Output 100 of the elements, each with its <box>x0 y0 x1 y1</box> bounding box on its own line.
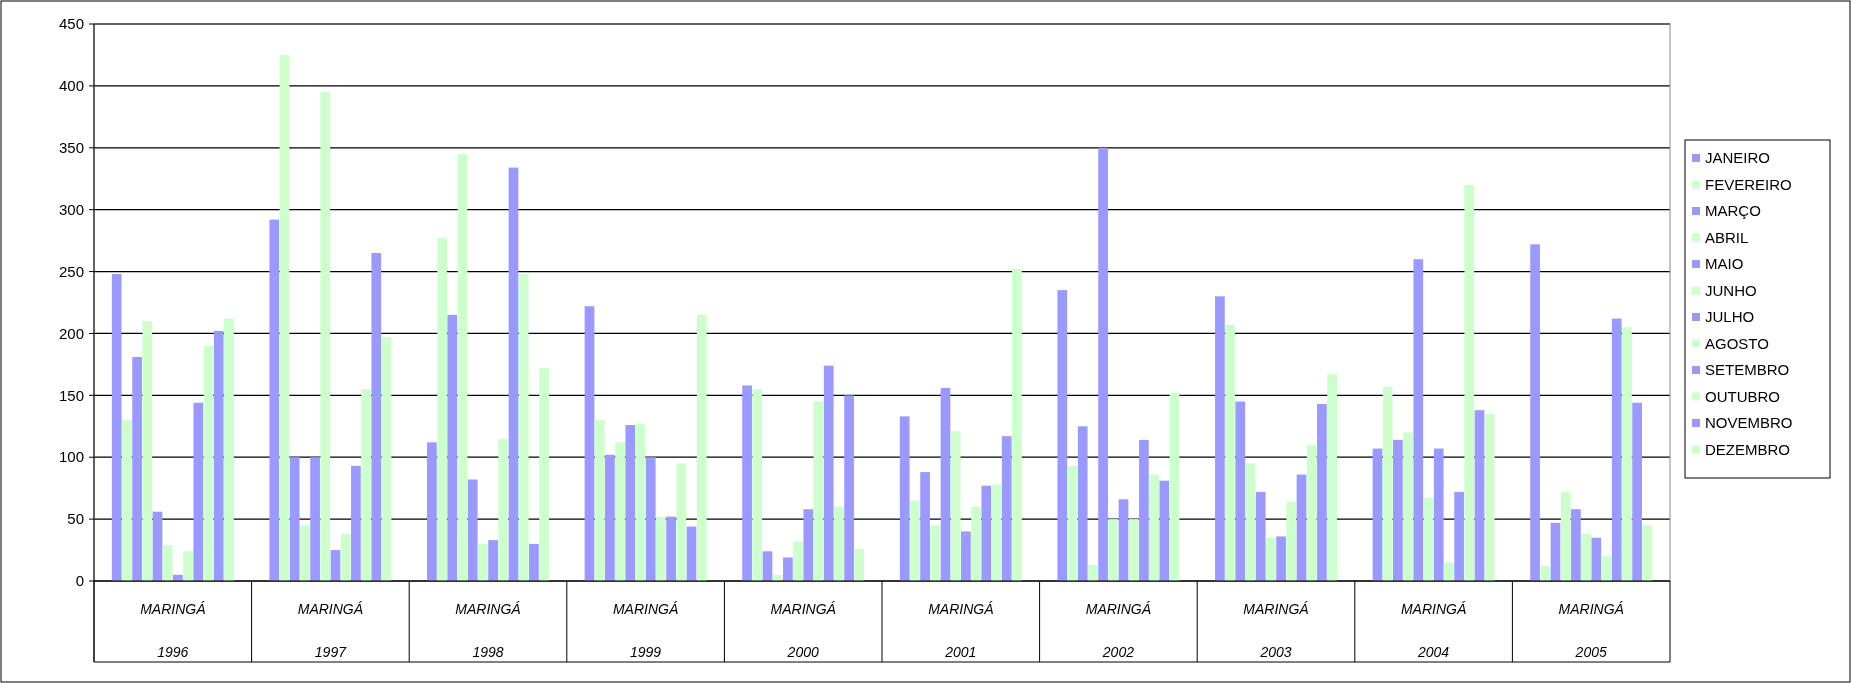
bar <box>686 526 697 581</box>
bar <box>488 540 498 581</box>
legend-label: MAIO <box>1705 255 1744 273</box>
bar <box>361 389 371 581</box>
bar <box>930 525 941 581</box>
legend-label: FEVEREIRO <box>1705 175 1792 193</box>
bar <box>518 274 529 581</box>
bar <box>1286 501 1297 581</box>
bar <box>1474 410 1485 581</box>
bar <box>854 548 865 581</box>
bar <box>1128 519 1139 581</box>
bar <box>605 454 615 581</box>
category-label: MARINGÁ 2002 <box>1085 601 1152 660</box>
bar <box>696 314 707 581</box>
bar <box>940 387 951 581</box>
bar <box>310 457 320 581</box>
category-label: MARINGÁ 2003 <box>1243 601 1309 660</box>
bar <box>793 541 803 581</box>
bar <box>508 167 519 581</box>
legend-label: OUTUBRO <box>1705 387 1780 405</box>
bar <box>1540 566 1551 581</box>
bar <box>1139 439 1149 581</box>
bar <box>1560 491 1571 581</box>
bar <box>1118 499 1129 581</box>
y-tick-label: 0 <box>75 572 84 590</box>
bar <box>666 516 676 581</box>
bar <box>971 506 981 581</box>
legend-label: JANEIRO <box>1705 149 1771 167</box>
bar <box>340 533 351 581</box>
category-label: MARINGÁ 2005 <box>1558 601 1624 660</box>
bar <box>122 420 132 581</box>
bar <box>320 92 331 581</box>
bar <box>752 389 763 581</box>
bar <box>991 484 1002 581</box>
y-tick-label: 400 <box>58 77 84 95</box>
bar <box>1012 269 1022 581</box>
bar <box>615 442 625 581</box>
bar <box>823 365 834 581</box>
y-tick-label: 450 <box>58 15 84 33</box>
bar <box>1464 184 1475 581</box>
bar <box>1266 537 1276 581</box>
category-label: MARINGÁ 2001 <box>928 601 994 660</box>
bar <box>625 425 636 581</box>
bar <box>1057 290 1068 581</box>
bar <box>381 337 392 581</box>
y-tick-label: 150 <box>58 386 84 404</box>
bar <box>203 345 214 581</box>
bar <box>224 318 234 581</box>
bar <box>193 402 204 581</box>
bar <box>529 543 539 581</box>
bar <box>1001 436 1012 581</box>
bar <box>961 531 971 581</box>
bar <box>1306 444 1317 581</box>
bar <box>1611 318 1622 581</box>
category-label: MARINGÁ 2004 <box>1400 601 1467 660</box>
bar <box>300 525 310 581</box>
bar <box>269 219 280 581</box>
bar <box>1149 474 1159 581</box>
bar <box>844 395 854 581</box>
bar <box>1484 413 1495 581</box>
y-tick-label: 250 <box>58 262 84 280</box>
bar <box>427 442 437 581</box>
category-label: MARINGÁ 1996 <box>140 601 206 660</box>
bar <box>111 274 122 581</box>
bar <box>447 314 458 581</box>
bar <box>950 431 961 581</box>
bar <box>457 153 468 581</box>
bar <box>183 551 193 581</box>
bar <box>1235 401 1246 581</box>
bar <box>1550 522 1561 581</box>
bar <box>762 551 773 581</box>
bar <box>594 420 605 581</box>
legend-label: ABRIL <box>1705 228 1749 246</box>
y-tick-label: 200 <box>58 324 84 342</box>
bar <box>899 416 910 581</box>
bar <box>1530 244 1540 581</box>
bar <box>1622 327 1632 581</box>
y-tick-label: 350 <box>58 139 84 157</box>
bar <box>1327 374 1337 581</box>
bar <box>1601 556 1612 581</box>
bar <box>1433 448 1444 581</box>
legend-label: JUNHO <box>1705 281 1757 299</box>
bar <box>981 485 992 581</box>
bar <box>1642 525 1653 581</box>
bar <box>1372 448 1383 581</box>
bar <box>152 511 163 581</box>
bar <box>1067 465 1078 581</box>
bar <box>1245 463 1256 581</box>
bar <box>834 506 844 581</box>
category-label: MARINGÁ 2000 <box>770 601 836 660</box>
category-label: MARINGÁ 1999 <box>612 601 679 660</box>
bar <box>676 463 687 581</box>
bar <box>1276 536 1286 581</box>
bar <box>1159 480 1170 581</box>
bar <box>1255 491 1266 581</box>
bar <box>330 550 341 581</box>
bar <box>1382 386 1393 581</box>
legend-label: DEZEMBRO <box>1705 440 1791 458</box>
bar <box>1444 562 1454 581</box>
y-tick-label: 100 <box>58 448 84 466</box>
